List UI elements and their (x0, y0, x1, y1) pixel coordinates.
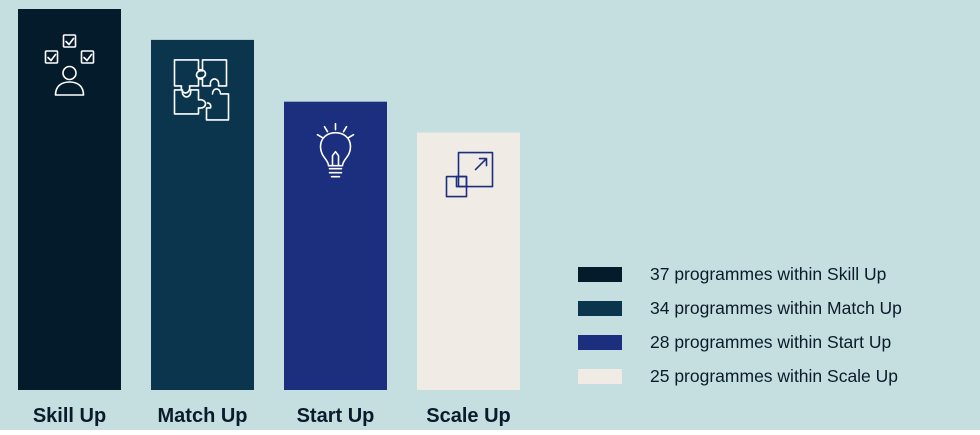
bar-scale-up (417, 132, 520, 390)
bar-skill-up (18, 9, 121, 390)
legend-label-scale-up: 25 programmes within Scale Up (650, 366, 898, 386)
bars (18, 9, 520, 391)
puzzle-icon (173, 59, 230, 121)
legend-swatch-match-up (578, 301, 622, 316)
legend-label-match-up: 34 programmes within Match Up (650, 298, 902, 318)
bar-icons (44, 34, 494, 198)
legend-label-start-up: 28 programmes within Start Up (650, 332, 891, 352)
category-label-scale-up: Scale Up (426, 405, 510, 427)
legend: 37 programmes within Skill Up 34 programm… (578, 264, 902, 386)
bar-start-up (284, 101, 387, 391)
bar-match-up (151, 39, 254, 390)
category-label-match-up: Match Up (158, 405, 248, 427)
category-label-start-up: Start Up (297, 405, 375, 427)
checklist-person-icon (44, 34, 95, 96)
legend-swatch-skill-up (578, 267, 622, 282)
lightbulb-icon (316, 122, 355, 178)
legend-label-skill-up: 37 programmes within Skill Up (650, 264, 886, 284)
category-labels: Skill Up Match Up Start Up Scale Up (33, 405, 511, 427)
legend-swatch-start-up (578, 335, 622, 350)
category-label-skill-up: Skill Up (33, 405, 106, 427)
scale-arrow-icon (445, 151, 494, 198)
legend-swatch-scale-up (578, 369, 622, 384)
